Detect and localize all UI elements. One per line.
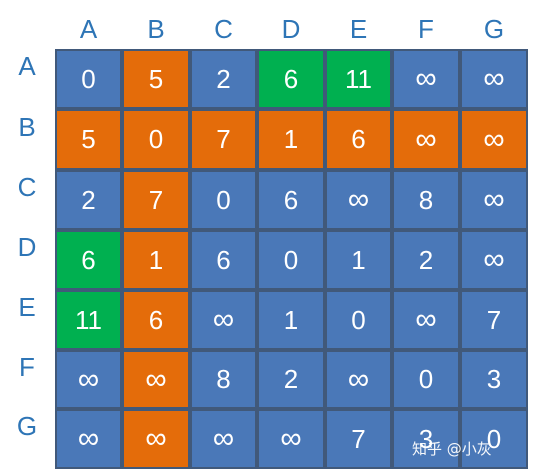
matrix-cell: 3 xyxy=(460,350,528,409)
row-label: C xyxy=(17,172,37,202)
matrix-cell: ∞ xyxy=(257,409,325,469)
matrix-cell: 7 xyxy=(122,170,190,230)
matrix-cell: 0 xyxy=(392,350,460,409)
matrix-cell: ∞ xyxy=(122,409,190,469)
matrix-cell: 6 xyxy=(325,109,392,170)
matrix-cell: 2 xyxy=(257,350,325,409)
matrix-cell: 11 xyxy=(55,290,122,350)
column-label: E xyxy=(349,14,368,44)
matrix-cell: ∞ xyxy=(460,170,528,230)
matrix-cell: 1 xyxy=(325,230,392,290)
matrix-cell: 0 xyxy=(55,49,122,109)
matrix-cell: 3 xyxy=(392,409,460,469)
column-label: C xyxy=(214,14,233,44)
matrix-cell: ∞ xyxy=(392,49,460,109)
matrix-cell: 0 xyxy=(325,290,392,350)
matrix-cell: 1 xyxy=(257,290,325,350)
matrix-cell: ∞ xyxy=(55,350,122,409)
matrix-cell: ∞ xyxy=(460,230,528,290)
matrix-cell: ∞ xyxy=(460,49,528,109)
matrix-cell: ∞ xyxy=(325,170,392,230)
matrix-cell: ∞ xyxy=(392,290,460,350)
matrix-cell: ∞ xyxy=(190,409,257,469)
row-label: G xyxy=(16,411,38,441)
matrix-cell: 6 xyxy=(257,49,325,109)
column-label: A xyxy=(79,14,98,44)
matrix-cell: 0 xyxy=(257,230,325,290)
matrix-cell: 5 xyxy=(122,49,190,109)
matrix-cell: ∞ xyxy=(325,350,392,409)
row-label: B xyxy=(18,111,36,142)
column-label: G xyxy=(483,14,505,44)
matrix-cell: 6 xyxy=(190,230,257,290)
matrix-cell: 8 xyxy=(190,350,257,409)
adjacency-matrix-grid: 0 5 2 6 11 ∞ ∞ 5 0 7 1 6 ∞ ∞ 2 7 0 6 ∞ 8 ∞ 6 1 6 0 1 2 ∞ 11 6 ∞ 1 0 ∞ 7 ∞ ∞ 8… xyxy=(55,49,528,469)
matrix-cell: 11 xyxy=(325,49,392,109)
matrix-cell: 6 xyxy=(122,290,190,350)
row-label: A xyxy=(18,51,36,81)
matrix-cell: 2 xyxy=(55,170,122,230)
matrix-cell: 6 xyxy=(55,230,122,290)
matrix-cell: 1 xyxy=(122,230,190,290)
matrix-cell: 6 xyxy=(257,170,325,230)
matrix-cell: 2 xyxy=(190,49,257,109)
matrix-cell: 7 xyxy=(460,290,528,350)
matrix-cell: 2 xyxy=(392,230,460,290)
matrix-cell: 7 xyxy=(190,109,257,170)
matrix-cell: 0 xyxy=(122,109,190,170)
matrix-cell: 0 xyxy=(190,170,257,230)
matrix-cell: 5 xyxy=(55,109,122,170)
matrix-cell: ∞ xyxy=(55,409,122,469)
column-label: B xyxy=(147,14,165,44)
matrix-cell: 1 xyxy=(257,109,325,170)
row-label: E xyxy=(18,292,36,322)
matrix-cell: 8 xyxy=(392,170,460,230)
matrix-cell: ∞ xyxy=(122,350,190,409)
matrix-cell: 7 xyxy=(325,409,392,469)
matrix-cell: ∞ xyxy=(190,290,257,350)
matrix-cell: 0 xyxy=(460,409,528,469)
matrix-cell: ∞ xyxy=(392,109,460,170)
row-label: F xyxy=(19,351,35,382)
column-label: F xyxy=(418,14,434,44)
matrix-cell: ∞ xyxy=(460,109,528,170)
column-label: D xyxy=(281,14,301,44)
row-label: D xyxy=(17,232,37,262)
watermark: 知乎 @小灰 xyxy=(412,440,492,458)
